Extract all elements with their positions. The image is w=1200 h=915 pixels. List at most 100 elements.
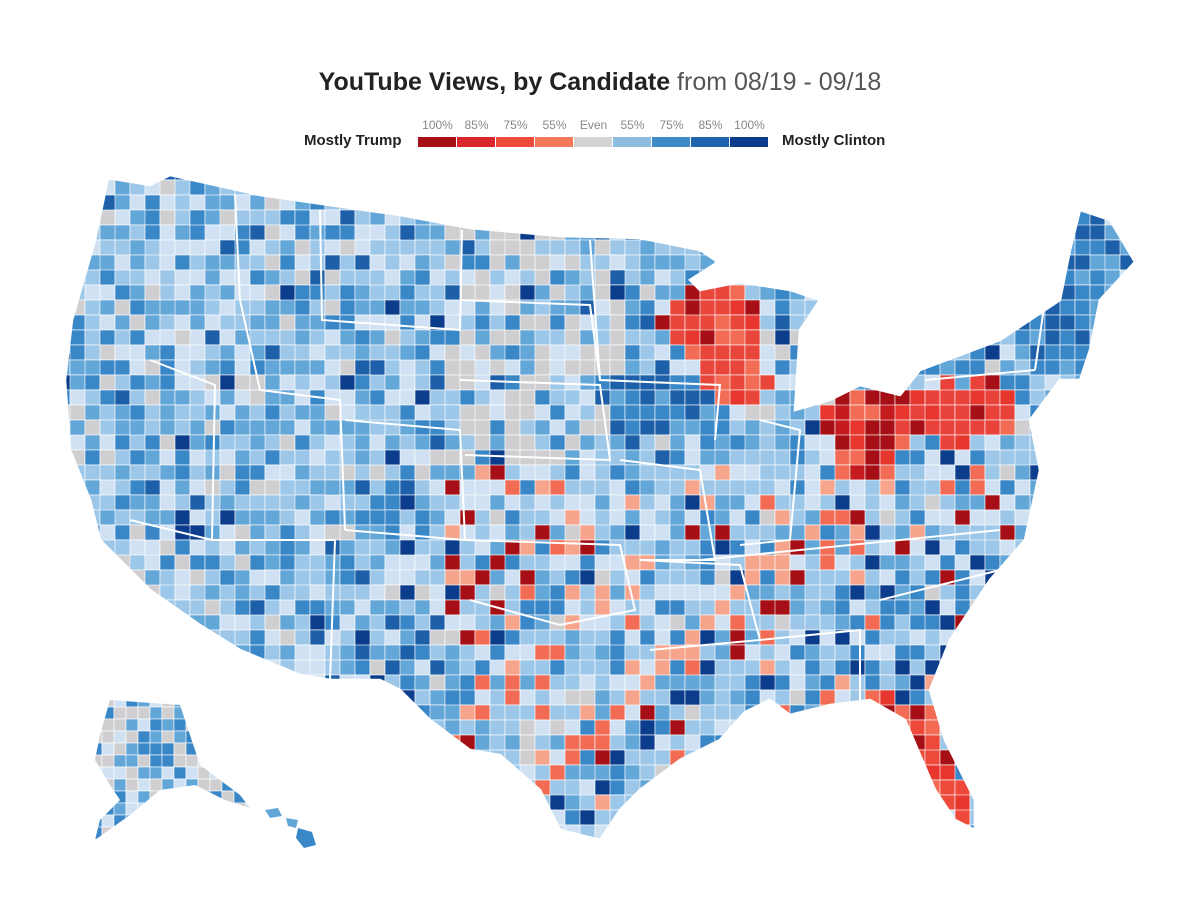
county-cell (1059, 434, 1076, 466)
county-cell (129, 269, 146, 286)
county-cell (954, 175, 971, 196)
county-cell (1044, 569, 1076, 601)
county-cell (984, 344, 1001, 361)
county-cell (939, 824, 971, 840)
county-cell (624, 809, 656, 826)
county-cell (1134, 209, 1135, 226)
county-cell (609, 464, 626, 481)
county-cell (849, 179, 866, 196)
county-cell (354, 659, 371, 676)
county-cell (339, 554, 356, 571)
county-cell (174, 689, 191, 706)
county-cell (144, 284, 161, 301)
county-cell (174, 389, 191, 406)
county-cell (137, 700, 151, 708)
county-cell (137, 766, 151, 780)
county-cell (294, 314, 311, 331)
county-cell (669, 824, 701, 840)
county-cell (1044, 764, 1076, 796)
county-cell (309, 809, 326, 826)
county-cell (774, 719, 806, 751)
county-cell (939, 839, 971, 840)
county-cell (249, 569, 266, 586)
title-date-range: from 08/19 - 09/18 (677, 68, 882, 96)
county-cell (1044, 554, 1061, 571)
county-cell (294, 689, 311, 721)
county-cell (1119, 464, 1135, 496)
county-cell (1059, 389, 1076, 421)
county-cell (714, 839, 731, 840)
county-cell (939, 299, 956, 316)
county-cell (279, 824, 296, 840)
county-cell (984, 269, 1016, 286)
county-cell (1119, 194, 1135, 211)
county-cell (159, 254, 176, 271)
county-cell (1089, 629, 1121, 646)
county-cell (909, 179, 926, 196)
county-cell (999, 524, 1016, 541)
county-cell (1029, 175, 1046, 181)
county-cell (414, 329, 431, 346)
county-cell (909, 209, 941, 241)
county-cell (1104, 254, 1121, 271)
county-cell (1044, 659, 1076, 676)
county-cell (114, 584, 146, 601)
county-cell (65, 599, 71, 616)
county-cell (159, 659, 176, 676)
county-cell (669, 389, 686, 406)
county-cell (969, 659, 986, 676)
county-cell (594, 674, 611, 691)
county-cell (819, 314, 836, 331)
county-cell (984, 599, 1016, 616)
county-cell (309, 254, 326, 271)
county-cell (1104, 629, 1121, 661)
county-cell (459, 434, 476, 451)
county-cell (144, 509, 161, 526)
county-cell (113, 778, 127, 792)
county-cell (65, 569, 71, 586)
county-cell (534, 599, 551, 616)
county-cell (459, 344, 476, 361)
county-cell (174, 494, 191, 511)
county-cell (279, 404, 296, 421)
county-cell (699, 794, 731, 811)
county-cell (113, 706, 127, 720)
county-cell (137, 826, 151, 840)
county-cell (834, 569, 851, 586)
county-cell (684, 539, 701, 556)
county-cell (279, 434, 296, 451)
county-cell (984, 659, 1001, 676)
county-cell (414, 374, 431, 391)
legend-tick: 100% (422, 118, 453, 132)
county-cell (234, 824, 251, 840)
county-cell (1074, 614, 1091, 631)
county-cell (144, 839, 161, 840)
county-cell (579, 175, 611, 181)
county-cell (804, 749, 836, 766)
county-cell (399, 269, 416, 286)
county-cell (1014, 374, 1031, 391)
county-cell (1074, 175, 1091, 181)
county-cell (114, 389, 131, 406)
county-cell (759, 779, 776, 811)
county-cell (909, 599, 926, 616)
county-cell (125, 838, 139, 840)
county-cell (789, 239, 821, 271)
county-cell (264, 494, 281, 511)
county-cell (669, 314, 686, 331)
county-cell (984, 764, 1001, 781)
county-cell (774, 179, 791, 196)
county-cell (939, 254, 956, 286)
county-cell (819, 374, 836, 391)
county-cell (564, 794, 581, 811)
county-cell (474, 269, 491, 286)
county-cell (1059, 659, 1091, 676)
county-cell (894, 809, 911, 826)
county-cell (1044, 809, 1076, 826)
county-cell (504, 839, 521, 840)
county-cell (699, 764, 716, 781)
county-cell (69, 629, 86, 661)
county-cell (804, 629, 821, 646)
county-cell (84, 599, 101, 616)
county-cell (774, 269, 791, 286)
